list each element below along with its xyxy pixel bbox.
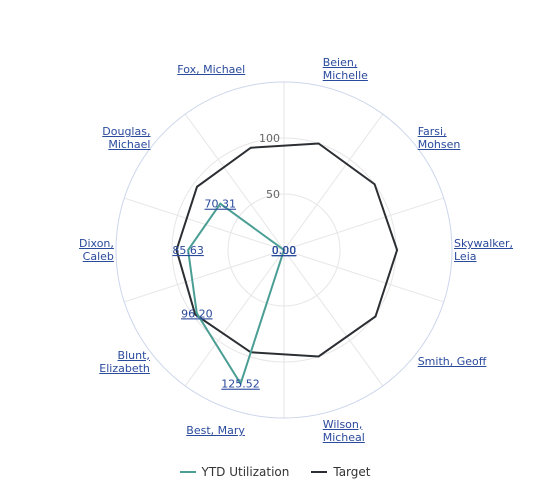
- series-line: [187, 202, 286, 387]
- spoke: [283, 249, 444, 303]
- category-label[interactable]: Blunt, Elizabeth: [99, 348, 150, 375]
- spoke: [184, 249, 285, 387]
- spoke: [283, 113, 384, 251]
- grid-ring: [171, 137, 397, 363]
- category-label[interactable]: Farsi, Mohsen: [417, 125, 461, 152]
- value-label: 70.31: [205, 198, 237, 211]
- value-label: 85.63: [172, 244, 204, 257]
- legend-swatch: [311, 471, 328, 473]
- legend: YTD Utilization Target: [0, 465, 550, 479]
- value-label: 125.52: [221, 378, 260, 391]
- legend-label: YTD Utilization: [201, 465, 290, 479]
- category-label[interactable]: Fox, Michael: [177, 62, 246, 76]
- value-label: 0.00: [272, 244, 297, 257]
- legend-swatch: [179, 471, 196, 473]
- legend-item[interactable]: Target: [311, 465, 370, 479]
- legend-label: Target: [333, 465, 371, 479]
- value-label: 96.20: [181, 307, 213, 320]
- legend-item[interactable]: YTD Utilization: [179, 465, 290, 479]
- spoke: [283, 197, 444, 251]
- value-label: 0.00: [272, 244, 297, 257]
- category-label[interactable]: Beien, Michelle: [322, 56, 368, 83]
- value-label: 0.00: [272, 244, 297, 257]
- category-label[interactable]: Smith, Geoff: [417, 355, 487, 369]
- spoke: [124, 197, 285, 251]
- outer-ring: [115, 81, 453, 419]
- spoke: [124, 249, 285, 303]
- spoke: [283, 249, 384, 387]
- value-label: 0.00: [272, 244, 297, 257]
- category-label[interactable]: Skywalker, Leia: [454, 237, 514, 263]
- y-tick-label: 100: [259, 132, 280, 145]
- category-label[interactable]: Dixon, Caleb: [79, 237, 114, 263]
- category-label[interactable]: Wilson, Micheal: [322, 417, 365, 444]
- category-label[interactable]: Best, Mary: [186, 424, 245, 438]
- value-label: 0.00: [272, 244, 297, 257]
- value-label: 0.00: [272, 244, 297, 257]
- series-line: [175, 142, 399, 358]
- spoke: [184, 113, 285, 251]
- category-label[interactable]: Douglas, Michael: [102, 125, 151, 152]
- grid-ring: [227, 193, 341, 307]
- y-tick-label: 50: [266, 188, 280, 201]
